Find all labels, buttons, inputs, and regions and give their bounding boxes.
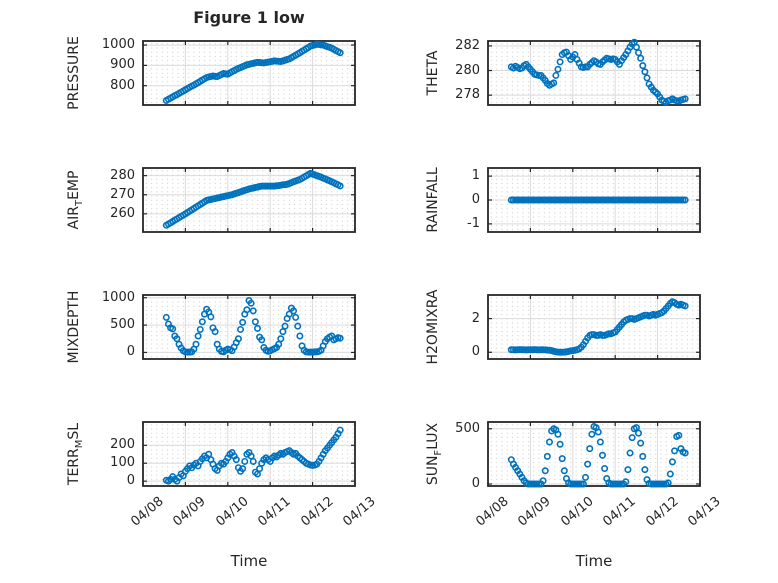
- y-tick-label: 278: [455, 87, 480, 103]
- minor-grid-dots: [488, 41, 700, 105]
- y-axis-label-text: M: [73, 439, 85, 449]
- axes-box: [487, 167, 701, 233]
- y-tick-label: 0: [126, 473, 135, 489]
- y-axis-label-pressure: PRESSURE: [65, 3, 83, 143]
- data-markers: [507, 196, 689, 204]
- y-axis-label-theta: THETA: [424, 3, 442, 143]
- subplot-air-temp: [142, 167, 356, 233]
- y-axis-label-text: RAINFALL: [425, 167, 441, 233]
- data-markers: [507, 38, 689, 107]
- axes-box: [142, 167, 356, 233]
- minor-grid-dots: [143, 41, 355, 105]
- y-tick-label: 500: [455, 420, 480, 436]
- y-axis-label-text: LUX: [425, 422, 441, 450]
- subplot-theta: [487, 38, 701, 107]
- y-tick-label: 0: [471, 192, 480, 207]
- y-tick-label: 500: [110, 317, 135, 333]
- y-tick-label: -1: [467, 215, 480, 231]
- y-tick-label: 270: [110, 186, 135, 202]
- y-tick-label: 200: [110, 437, 135, 453]
- y-axis-label-text: SUN: [425, 455, 441, 486]
- y-axis-label-air-temp: AIRTEMP: [65, 130, 85, 270]
- y-tick-label: 900: [110, 57, 135, 73]
- axes-box: [487, 421, 701, 487]
- y-tick-label: 0: [471, 476, 480, 491]
- axes-box: [487, 294, 701, 360]
- y-axis-label-h2omixra: H2OMIXRA: [424, 257, 442, 397]
- subplot-pressure: [142, 40, 356, 106]
- data-markers: [507, 423, 689, 488]
- data-markers: [162, 40, 344, 105]
- y-tick-label: 280: [110, 167, 135, 183]
- data-markers: [162, 426, 344, 485]
- y-tick-label: 282: [455, 37, 480, 53]
- y-axis-label-text: H2OMIXRA: [425, 289, 441, 365]
- y-tick-label: 1: [471, 168, 480, 184]
- subplot-h2omixra: [487, 294, 701, 360]
- y-tick-label: 0: [126, 344, 135, 360]
- axes-box: [142, 294, 356, 360]
- axes-box: [487, 40, 701, 106]
- y-tick-label: 1000: [101, 37, 135, 53]
- figure-title: Figure 1 low: [193, 8, 305, 27]
- y-axis-label-terr-msl: TERRMSL: [65, 384, 85, 524]
- y-tick-label: 1000: [101, 289, 135, 305]
- y-axis-label-text: TERR: [66, 448, 82, 486]
- y-axis-label-mixdepth: MIXDEPTH: [65, 257, 83, 397]
- y-axis-label-sun-flux: SUNFLUX: [424, 384, 444, 524]
- data-markers: [507, 298, 689, 356]
- y-axis-label-text: PRESSURE: [66, 36, 82, 110]
- major-grid: [143, 422, 355, 486]
- axes-box: [142, 421, 356, 487]
- y-axis-label-text: SL: [66, 422, 82, 440]
- x-axis-label-right: Time: [575, 552, 613, 570]
- y-axis-label-text: F: [432, 449, 444, 456]
- subplot-mixdepth: [142, 294, 356, 360]
- data-markers: [162, 296, 344, 356]
- data-markers: [162, 169, 344, 229]
- y-axis-label-text: MIXDEPTH: [66, 290, 82, 364]
- y-tick-label: 0: [471, 344, 480, 360]
- y-axis-label-text: EMP: [66, 170, 82, 200]
- y-tick-label: 800: [110, 77, 135, 93]
- y-axis-label-text: AIR: [66, 206, 82, 230]
- y-tick-label: 100: [110, 455, 135, 471]
- subplot-terr-msl: [142, 421, 356, 487]
- major-grid: [488, 295, 700, 359]
- y-axis-label-rainfall: RAINFALL: [424, 130, 442, 270]
- x-axis-label-left: Time: [230, 552, 268, 570]
- y-tick-label: 2: [471, 310, 480, 326]
- y-tick-label: 260: [110, 205, 135, 221]
- subplot-rainfall: [487, 167, 701, 233]
- y-tick-label: 280: [455, 62, 480, 78]
- y-axis-label-text: THETA: [425, 50, 441, 96]
- y-axis-label-text: T: [73, 199, 85, 207]
- subplot-sun-flux: [487, 421, 701, 488]
